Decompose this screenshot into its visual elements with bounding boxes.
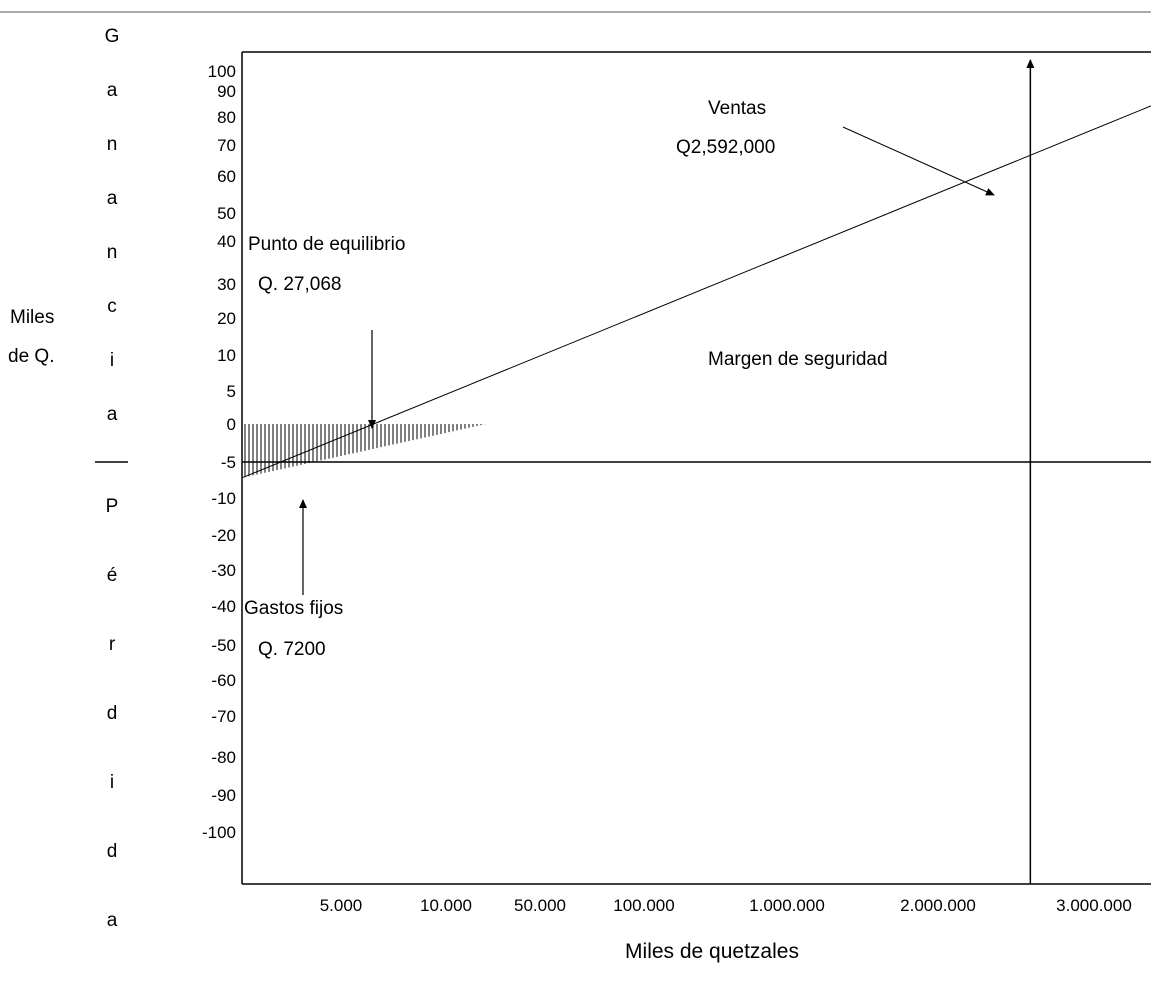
- y-tick-labels: 10090807060504030201050-5-10-20-30-40-50…: [202, 62, 236, 842]
- y-tick-label: -100: [202, 823, 236, 842]
- y-tick-label: 90: [217, 82, 236, 101]
- perdida-letter: P: [106, 496, 119, 517]
- y-tick-label: 60: [217, 167, 236, 186]
- ganancia-letters: Ga n a n c i a: [105, 26, 120, 425]
- safety-margin-label: Margen de seguridad: [708, 349, 888, 370]
- y-axis-label-line2: de Q.: [8, 346, 54, 367]
- y-tick-label: -50: [211, 636, 236, 655]
- ganancia-letter: n: [107, 134, 118, 155]
- y-tick-label: 100: [208, 62, 236, 81]
- x-tick-label: 3.000.000: [1056, 896, 1132, 915]
- y-tick-label: 40: [217, 232, 236, 251]
- sales-label: Ventas: [708, 98, 766, 119]
- ganancia-letter: i: [110, 350, 114, 371]
- perdida-letter: i: [110, 772, 114, 793]
- ganancia-letter: n: [107, 242, 118, 263]
- sales-line: [241, 105, 1151, 479]
- ganancia-letter: a: [107, 404, 118, 425]
- sales-arrow: [842, 126, 995, 196]
- x-tick-label: 5.000: [320, 896, 363, 915]
- ganancia-letter: G: [105, 26, 120, 47]
- ganancia-letter: a: [107, 188, 118, 209]
- y-tick-label: 20: [217, 309, 236, 328]
- y-tick-label: 80: [217, 108, 236, 127]
- y-tick-label: -20: [211, 526, 236, 545]
- fixed-costs-value: Q. 7200: [258, 639, 326, 660]
- y-tick-label: 50: [217, 204, 236, 223]
- y-tick-label: 30: [217, 275, 236, 294]
- y-tick-label: -80: [211, 748, 236, 767]
- y-tick-label: -10: [211, 489, 236, 508]
- x-tick-label: 50.000: [514, 896, 566, 915]
- x-tick-label: 10.000: [420, 896, 472, 915]
- y-tick-label: 70: [217, 136, 236, 155]
- y-tick-label: -40: [211, 597, 236, 616]
- x-tick-labels: 5.000 10.000 50.000 100.000 1.000.000 2.000.0…: [320, 896, 1132, 915]
- perdida-letter: a: [107, 910, 118, 931]
- fixed-costs-label: Gastos fijos: [244, 598, 343, 619]
- y-tick-label: 5: [227, 382, 236, 401]
- y-tick-label: -60: [211, 671, 236, 690]
- perdida-letters: Pé r d i d a: [106, 496, 119, 931]
- y-tick-label: 0: [227, 415, 236, 434]
- break-even-label: Punto de equilibrio: [248, 234, 405, 255]
- perdida-letter: d: [107, 703, 118, 724]
- ganancia-letter: a: [107, 80, 118, 101]
- x-tick-label: 1.000.000: [749, 896, 825, 915]
- sales-value: Q2,592,000: [676, 137, 775, 158]
- y-tick-label: 10: [217, 346, 236, 365]
- perdida-letter: d: [107, 841, 118, 862]
- y-axis-label-line1: Miles: [10, 307, 54, 328]
- ganancia-letter: c: [107, 296, 117, 317]
- x-axis-label: Miles de quetzales: [625, 940, 799, 963]
- perdida-letter: é: [107, 565, 118, 586]
- y-tick-label: -5: [221, 453, 236, 472]
- y-tick-label: -30: [211, 561, 236, 580]
- y-tick-label: -90: [211, 786, 236, 805]
- perdida-letter: r: [109, 634, 116, 655]
- x-tick-label: 100.000: [613, 896, 674, 915]
- x-tick-label: 2.000.000: [900, 896, 976, 915]
- break-even-value: Q. 27,068: [258, 274, 341, 295]
- loss-region-hatch: [244, 424, 486, 478]
- y-tick-label: -70: [211, 707, 236, 726]
